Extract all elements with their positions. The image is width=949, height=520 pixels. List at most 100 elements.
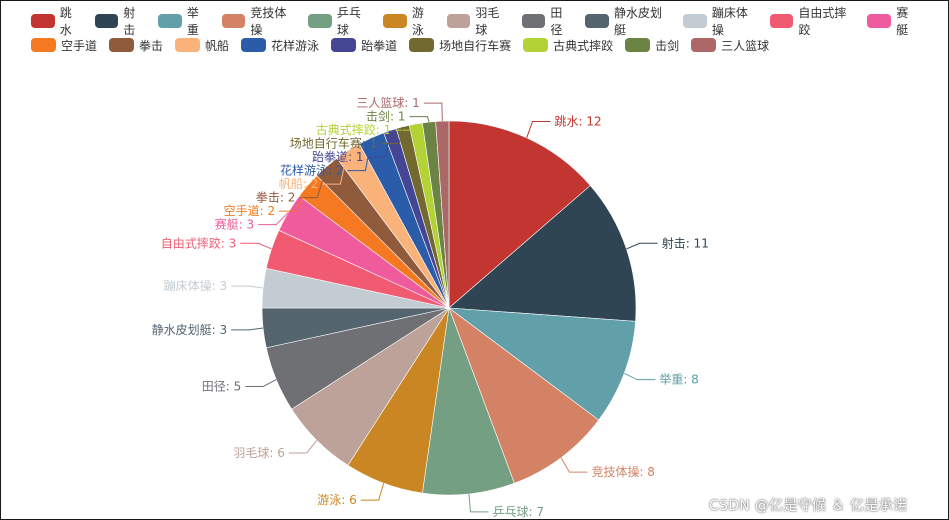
slice-label: 击剑: 1 [366,109,406,124]
legend-item[interactable]: 拳击 [109,37,163,54]
legend-label: 击剑 [655,38,680,53]
legend-swatch [691,38,717,52]
legend-item[interactable]: 场地自行车赛 [409,37,511,54]
slice-label: 蹦床体操: 3 [164,278,228,293]
watermark-text: CSDN @亿是守候 ＆ 亿是承诺 [709,498,908,514]
legend-swatch [109,38,135,52]
slice-label: 静水皮划艇: 3 [152,323,228,337]
slice-label: 羽毛球: 6 [233,446,285,460]
slice-label: 赛艇: 3 [215,217,255,232]
slice-labels: 跳水: 12 射击: 11 举重: 8 竞技体操: 8 乒乓球: 7 三人篮球: 1击剑:… [152,95,709,519]
label-leader-line [245,379,277,387]
legend-item[interactable]: 跳水 [31,4,83,38]
slice-label: 乒乓球: 7 [492,505,544,519]
legend-item[interactable]: 蹦床体操 [683,4,757,38]
label-leader-line [360,483,385,501]
legend-item[interactable]: 游泳 [383,4,435,38]
slice-label: 场地自行车赛: 1 [290,136,378,151]
legend-swatch [521,14,546,28]
pie-slice[interactable] [448,120,591,309]
legend-swatch [409,38,435,52]
legend-label: 羽毛球 [475,6,500,37]
legend-swatch [867,14,892,28]
legend-item[interactable]: 空手道 [31,37,97,54]
legend-label: 花样游泳 [271,38,320,53]
legend-item[interactable]: 羽毛球 [446,4,510,38]
pie-slice[interactable] [422,307,515,496]
legend-label: 举重 [186,6,199,37]
legend-label: 乒乓球 [336,6,361,37]
legend-swatch [308,14,332,28]
legend-item[interactable]: 帆船 [175,37,229,54]
legend-label: 射击 [123,6,136,37]
label-leader-line [258,212,289,226]
legend-swatch [241,38,267,52]
label-leader-line [288,439,318,454]
legend-swatch [158,14,182,28]
slice-label: 拳击: 2 [256,190,296,205]
legend-item[interactable]: 古典式摔跤 [523,37,613,54]
legend-item[interactable]: 乒乓球 [308,4,371,38]
legend-label: 拳击 [139,38,164,53]
legend-item[interactable]: 跆拳道 [331,37,397,54]
slice-label: 射击: 11 [662,235,709,250]
legend-label: 静水皮划艇 [613,6,662,37]
legend-label: 三人篮球 [721,38,770,53]
label-leader-line [367,130,391,158]
legend-swatch [94,14,119,28]
slice-label: 花样游泳: 2 [280,163,344,178]
label-leader-line [240,242,272,250]
label-leader-line [299,166,328,199]
label-leader-line [347,137,372,172]
legend-item[interactable]: 自由式摔跤 [769,4,856,38]
legend-item[interactable]: 竞技体操 [221,4,296,38]
slice-label: 帆船: 2 [279,176,319,191]
legend-swatch [769,14,794,28]
label-leader-line [395,123,417,131]
label-leader-line [322,150,349,185]
slice-label: 田径: 5 [202,379,242,393]
label-leader-line [231,285,264,289]
slice-label: 竞技体操: 8 [591,464,655,479]
legend-item[interactable]: 举重 [158,4,210,38]
slice-label: 三人篮球: 1 [356,95,420,110]
legend-swatch [175,38,201,52]
legend-row: 空手道 拳击 帆船 花样游泳 跆拳道 场地自行车赛 古典式摔跤 击剑 三人篮球 [31,33,931,57]
legend-label: 竞技体操 [250,6,287,37]
legend-item[interactable]: 射击 [94,4,147,38]
label-leader-line [468,493,489,513]
label-leader-line [526,121,551,139]
legend-label: 古典式摔跤 [553,38,614,53]
slice-label: 空手道: 2 [224,204,276,218]
legend-swatch [625,38,651,52]
legend-swatch [523,38,549,52]
legend-item[interactable]: 静水皮划艇 [585,4,671,38]
legend-swatch [683,14,707,28]
pie-slice[interactable] [448,185,637,322]
legend-swatch [446,14,471,28]
legend-item[interactable]: 三人篮球 [691,37,769,54]
label-leader-line [409,116,430,123]
legend-swatch [585,14,609,28]
legend-label: 赛艇 [896,6,909,37]
legend-item[interactable]: 赛艇 [867,4,919,38]
legend-label: 帆船 [205,38,230,53]
slice-label: 跳水: 12 [554,115,601,129]
legend-label: 蹦床体操 [711,6,748,37]
legend-label: 跆拳道 [361,38,398,53]
legend-label: 自由式摔跤 [798,6,847,37]
label-leader-line [623,372,656,381]
label-leader-line [423,102,443,122]
legend-swatch [31,38,56,52]
slice-label: 跆拳道: 1 [312,149,364,164]
legend-label: 田径 [550,6,563,37]
legend-label: 场地自行车赛 [439,38,512,53]
legend-item[interactable]: 花样游泳 [241,37,319,54]
legend-item[interactable]: 田径 [521,4,574,38]
legend-item[interactable]: 击剑 [625,37,679,54]
legend: 跳水 射击 举重 竞技体操 乒乓球 游泳 羽毛球 田径 静水皮划艇 蹦床体操 自由式摔跤 赛艇 空手道… [31,6,931,57]
legend-swatch [31,14,55,28]
slices [261,120,637,496]
